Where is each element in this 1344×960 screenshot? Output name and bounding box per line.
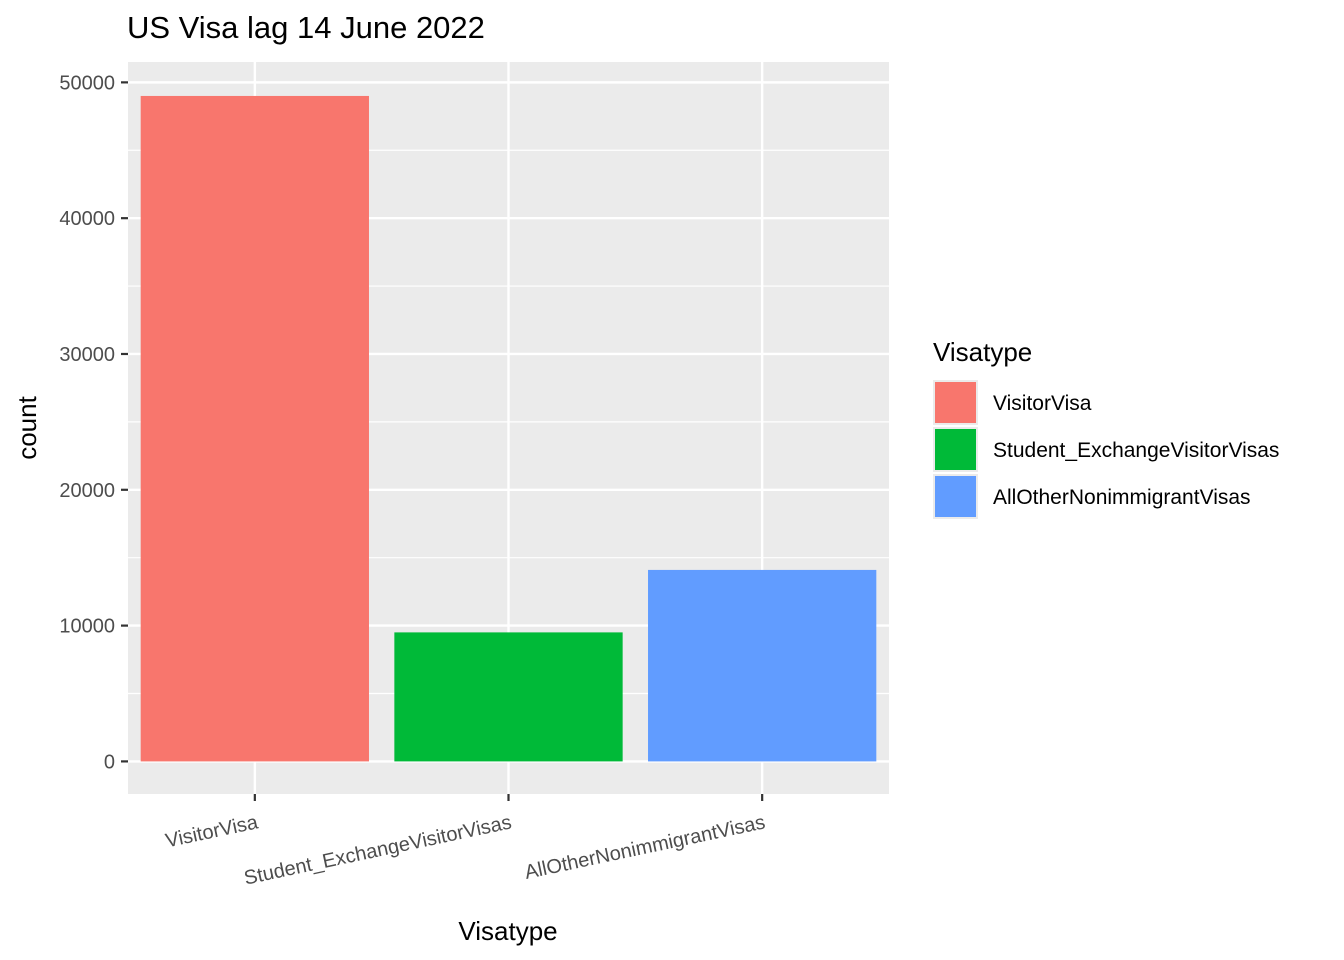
bars xyxy=(140,95,877,762)
legend-swatch xyxy=(935,476,976,517)
x-axis-title: Visatype xyxy=(458,916,557,946)
y-tick-label: 50000 xyxy=(59,72,115,94)
y-axis-title: count xyxy=(12,395,42,459)
chart-title: US Visa lag 14 June 2022 xyxy=(127,10,485,45)
x-tick-label: VisitorVisa xyxy=(164,811,261,852)
legend-swatch xyxy=(935,429,976,470)
legend: Visatype VisitorVisa Student_ExchangeVisi… xyxy=(933,337,1279,519)
y-tick-label: 20000 xyxy=(59,480,115,502)
legend-label: VisitorVisa xyxy=(993,392,1092,415)
y-tick-label: 30000 xyxy=(59,344,115,366)
legend-label: AllOtherNonimmigrantVisas xyxy=(993,486,1251,509)
x-tick-label: AllOtherNonimmigrantVisas xyxy=(523,811,767,884)
y-tick-label: 40000 xyxy=(59,208,115,230)
legend-swatch xyxy=(935,382,976,423)
y-axis: 0 10000 20000 30000 40000 50000 xyxy=(59,72,128,773)
y-tick-label: 0 xyxy=(104,751,115,773)
legend-label: Student_ExchangeVisitorVisas xyxy=(993,439,1279,462)
bar-Student_ExchangeVisitorVisas xyxy=(394,632,623,762)
bar-VisitorVisa xyxy=(140,95,369,762)
legend-title: Visatype xyxy=(933,337,1032,367)
bar-AllOtherNonimmigrantVisas xyxy=(648,569,877,762)
y-tick-label: 10000 xyxy=(59,616,115,638)
x-tick-label: Student_ExchangeVisitorVisas xyxy=(242,811,513,889)
